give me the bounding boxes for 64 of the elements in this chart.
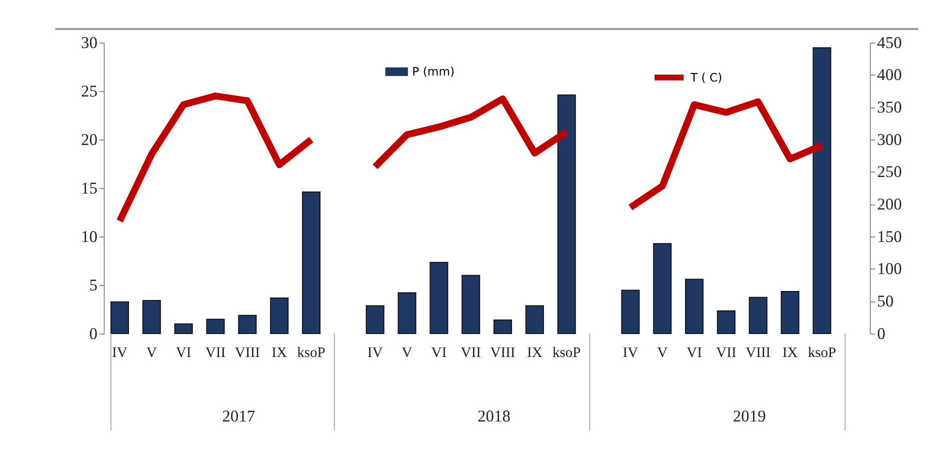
x-tick-label: V xyxy=(146,344,158,361)
y2-tick-label: 450 xyxy=(877,32,902,52)
y-tick-label: 20 xyxy=(80,130,98,149)
bar xyxy=(174,323,193,334)
y-tick-label: 30 xyxy=(80,32,98,52)
bar xyxy=(557,94,576,334)
x-tick-label: ksoP xyxy=(808,344,836,361)
bar xyxy=(653,243,672,334)
y2-tick-label: 50 xyxy=(877,292,894,311)
y-tick-label: 0 xyxy=(89,324,98,343)
bar xyxy=(748,296,768,334)
bar xyxy=(206,318,225,334)
text: 2018 xyxy=(478,406,510,426)
x-tick-label: IX xyxy=(272,344,288,361)
y-tick-label: 5 xyxy=(89,275,98,294)
text: 2017 xyxy=(222,406,256,426)
text: 2019 xyxy=(732,406,766,426)
bar xyxy=(302,191,321,334)
bar xyxy=(525,305,544,334)
x-tick-label: IV xyxy=(622,344,639,361)
y2-tick-label: 150 xyxy=(877,226,902,246)
y2-tick-label: 250 xyxy=(877,162,902,182)
bar xyxy=(238,314,257,334)
y2-tick-label: 400 xyxy=(877,65,902,84)
x-tick-label: IV xyxy=(112,344,128,361)
bar xyxy=(685,278,704,334)
bar xyxy=(780,290,800,334)
x-tick-label: VII xyxy=(460,344,482,361)
x-tick-label: VII xyxy=(716,344,736,361)
y2-tick-label: 200 xyxy=(877,194,902,214)
legend-label: T ( C) xyxy=(689,70,722,84)
x-tick-label: VII xyxy=(205,344,226,361)
bar xyxy=(398,292,416,334)
x-tick-label: IX xyxy=(527,344,543,361)
bar xyxy=(142,300,161,334)
bar xyxy=(716,310,736,334)
y2-tick-label: 300 xyxy=(877,130,902,149)
y-tick-label: 15 xyxy=(80,178,98,198)
x-tick-label: VI xyxy=(431,344,447,361)
x-tick-label: ksoP xyxy=(552,344,581,361)
y2-tick-label: 0 xyxy=(877,324,886,343)
x-tick-label: V xyxy=(657,344,668,361)
bar xyxy=(812,47,832,334)
x-tick-label: VIII xyxy=(746,344,771,361)
x-tick-label: VIII xyxy=(490,344,516,361)
x-tick-label: VI xyxy=(686,344,702,361)
y2-tick-label: 350 xyxy=(877,98,902,117)
x-tick-label: VI xyxy=(176,344,192,361)
x-tick-label: VIII xyxy=(234,344,260,361)
legend-label: P (mm) xyxy=(412,64,455,79)
y-tick-label: 10 xyxy=(80,226,98,246)
x-tick-label: ksoP xyxy=(297,344,326,361)
x-tick-label: IV xyxy=(367,344,384,361)
bar xyxy=(621,290,640,334)
bar xyxy=(462,274,480,334)
x-tick-label: IX xyxy=(782,344,798,361)
bar xyxy=(110,301,129,334)
y2-tick-label: 100 xyxy=(877,259,902,278)
y-tick-label: 25 xyxy=(80,81,98,100)
bar xyxy=(366,305,384,334)
x-tick-label: V xyxy=(402,344,413,361)
bar xyxy=(270,297,289,334)
bar xyxy=(494,319,512,334)
bar xyxy=(430,262,448,334)
